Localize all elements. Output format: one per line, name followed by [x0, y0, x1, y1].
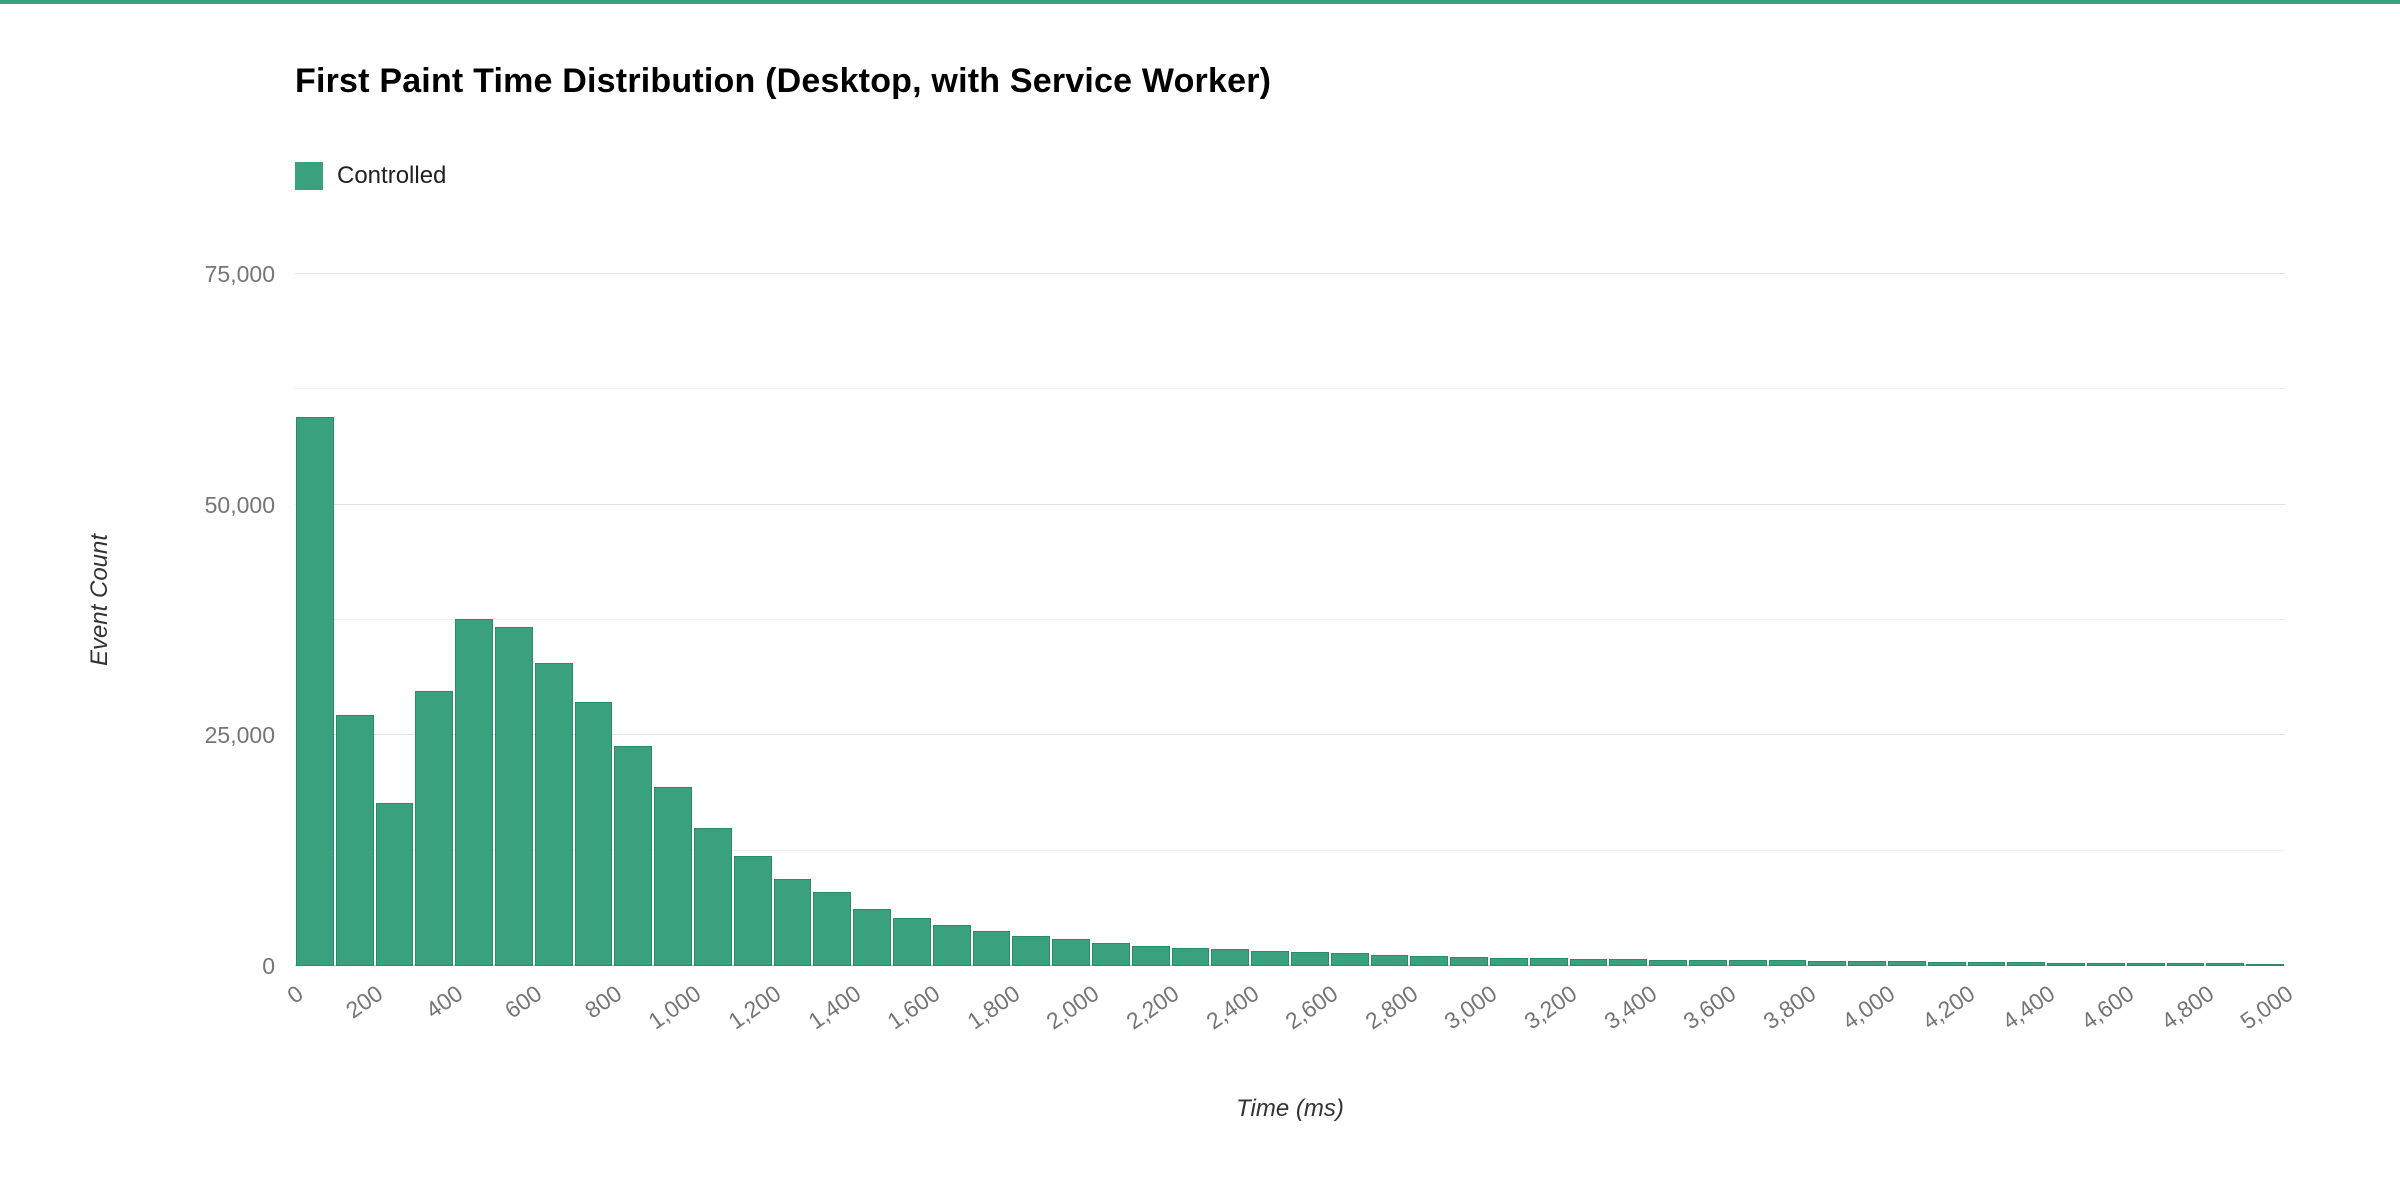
- x-tick-label: 2,600: [1280, 980, 1343, 1035]
- x-tick-label: 200: [341, 980, 388, 1024]
- histogram-bar: [1450, 956, 1488, 966]
- histogram-bar: [1052, 939, 1090, 966]
- histogram-bar: [773, 879, 812, 966]
- x-tick-label: 1,200: [723, 980, 786, 1035]
- x-tick-label: 3,200: [1519, 980, 1582, 1035]
- histogram-bar: [534, 662, 573, 966]
- histogram-bar: [2126, 963, 2165, 966]
- histogram-bar: [813, 892, 852, 966]
- histogram-bar: [2166, 963, 2205, 966]
- histogram-bar: [1649, 959, 1687, 966]
- x-tick-label: 1,800: [962, 980, 1025, 1035]
- x-tick-label: 4,800: [2156, 980, 2219, 1035]
- histogram-bar: [853, 908, 891, 966]
- minor-gridline: [295, 849, 2285, 851]
- histogram-bar: [932, 925, 971, 966]
- histogram-bar: [1490, 957, 1528, 966]
- x-tick-label: 600: [500, 980, 547, 1024]
- x-tick-label: 1,000: [643, 980, 706, 1035]
- histogram-bar: [1689, 960, 1727, 966]
- x-tick-label: 2,200: [1121, 980, 1184, 1035]
- minor-gridline: [295, 619, 2285, 621]
- x-tick-label: 3,000: [1439, 980, 1502, 1035]
- histogram-bar: [2206, 963, 2245, 966]
- histogram-bar: [1808, 960, 1847, 966]
- histogram-bar: [1609, 959, 1648, 966]
- histogram-bar: [2007, 962, 2046, 966]
- y-tick-label: 75,000: [204, 261, 275, 288]
- x-tick-label: 5,000: [2235, 980, 2298, 1035]
- histogram-bar: [1211, 949, 1250, 966]
- major-gridline: [295, 503, 2285, 505]
- x-tick-label: 800: [579, 980, 627, 1024]
- legend-swatch: [295, 162, 323, 190]
- major-gridline: [295, 273, 2285, 275]
- x-tick-label: 4,600: [2076, 980, 2139, 1035]
- histogram-bar: [1131, 945, 1170, 966]
- x-tick-label: 2,800: [1360, 980, 1423, 1035]
- histogram-bar: [375, 802, 414, 966]
- histogram-bar: [1768, 960, 1807, 966]
- x-axis-title: Time (ms): [1236, 1095, 1344, 1122]
- x-tick-label: 2,400: [1201, 980, 1264, 1035]
- histogram-bar: [2087, 962, 2125, 966]
- x-tick-label: 4,200: [1917, 980, 1980, 1035]
- histogram-bar: [1888, 961, 1926, 966]
- x-tick-label: 2,000: [1041, 980, 1104, 1035]
- histogram-bar: [654, 787, 692, 966]
- top-accent-bar: [0, 0, 2400, 4]
- histogram-bar: [2246, 963, 2284, 966]
- histogram-bar: [1291, 952, 1329, 966]
- histogram-bar: [495, 627, 533, 966]
- histogram-bar: [1728, 960, 1767, 966]
- minor-gridline: [295, 388, 2285, 390]
- histogram-bar: [455, 619, 493, 966]
- x-tick-label: 1,600: [882, 980, 945, 1035]
- histogram-bar: [733, 856, 772, 966]
- x-tick-label: 1,400: [803, 980, 866, 1035]
- histogram-bar: [1967, 962, 2006, 966]
- histogram-bar: [694, 827, 732, 966]
- x-tick-label: 4,400: [1997, 980, 2060, 1035]
- histogram-bar: [415, 691, 454, 966]
- histogram-bar: [1171, 947, 1210, 966]
- plot-area: [295, 228, 2285, 966]
- major-gridline: [295, 734, 2285, 736]
- histogram-bar: [1012, 935, 1051, 966]
- x-tick-label: 0: [282, 980, 308, 1009]
- histogram-bar: [1848, 961, 1886, 966]
- histogram-bar: [614, 745, 653, 966]
- x-tick-label: 400: [420, 980, 468, 1024]
- x-tick-label: 3,600: [1678, 980, 1741, 1035]
- histogram-bar: [574, 702, 613, 966]
- histogram-bar: [1410, 955, 1449, 966]
- histogram-bar: [972, 930, 1011, 966]
- histogram-bar: [1569, 958, 1608, 966]
- legend: Controlled: [295, 162, 446, 190]
- histogram-bar: [296, 417, 334, 966]
- histogram-bar: [2047, 962, 2085, 966]
- histogram-bar: [335, 715, 374, 966]
- histogram-bar: [1330, 953, 1369, 966]
- histogram-bar: [893, 918, 931, 966]
- histogram-bar: [1251, 951, 1289, 966]
- chart-title: First Paint Time Distribution (Desktop, …: [295, 62, 1272, 100]
- axis-baseline: [295, 965, 2285, 966]
- y-tick-label: 25,000: [204, 722, 275, 749]
- x-tick-label: 4,000: [1837, 980, 1900, 1035]
- histogram-bar: [1370, 954, 1409, 966]
- y-tick-label: 0: [262, 953, 275, 979]
- histogram-bar: [1529, 958, 1568, 966]
- x-tick-label: 3,800: [1758, 980, 1821, 1035]
- histogram-bar: [1927, 961, 1966, 966]
- x-tick-label: 3,400: [1599, 980, 1662, 1035]
- histogram-bar: [1092, 942, 1130, 966]
- legend-label: Controlled: [337, 162, 447, 189]
- y-axis-title: Event Count: [86, 533, 113, 667]
- y-tick-label: 50,000: [204, 491, 275, 518]
